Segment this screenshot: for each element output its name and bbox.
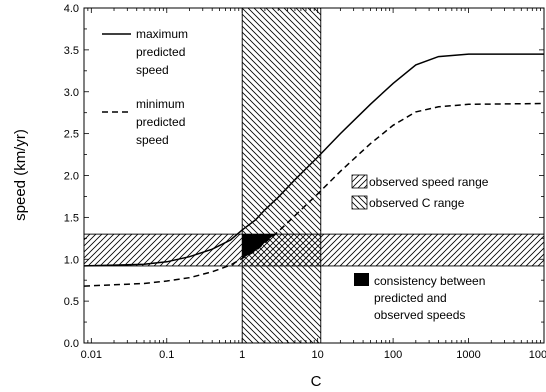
- legend-max-label-2: predicted: [136, 45, 185, 59]
- legend-max-label-3: speed: [136, 63, 169, 77]
- y-tick-label: 2.0: [64, 171, 79, 183]
- y-tick-label: 0.0: [64, 338, 79, 350]
- x-tick-label: 0.1: [159, 349, 174, 361]
- y-tick-label: 4.0: [64, 3, 79, 15]
- legend-min-label-3: speed: [136, 133, 169, 147]
- x-tick-label: 1: [239, 349, 245, 361]
- legend: maximum predicted speed minimum predicte…: [102, 27, 489, 322]
- x-tick-label: 100: [384, 349, 402, 361]
- x-tick-label: 10000: [529, 349, 546, 361]
- y-tick-label: 2.5: [64, 129, 79, 141]
- legend-min-label-1: minimum: [136, 97, 185, 111]
- y-axis-ticks: 0.0 0.5 1.0 1.5 2.0 2.5 3.0 3.5 4.0: [64, 3, 544, 350]
- y-tick-label: 3.0: [64, 87, 79, 99]
- y-tick-label: 1.0: [64, 254, 79, 266]
- y-tick-label: 3.5: [64, 45, 79, 57]
- x-tick-label: 0.01: [81, 349, 102, 361]
- max-speed-line: [84, 53, 544, 267]
- legend-c-range-label: observed C range: [369, 196, 465, 210]
- x-axis-ticks: 0.01 0.1 1 10 100 1000 10000: [81, 8, 546, 361]
- legend-c-range-swatch: [351, 195, 368, 210]
- legend-min-label-2: predicted: [136, 115, 185, 129]
- legend-max-label-1: maximum: [136, 27, 188, 41]
- min-speed-line: [84, 102, 544, 287]
- legend-consistency-swatch: [354, 273, 369, 286]
- x-tick-label: 1000: [456, 349, 480, 361]
- legend-consistency-label-2: predicted and: [374, 291, 447, 305]
- x-axis-label: C: [311, 373, 322, 390]
- observed-c-range-band: [241, 8, 322, 343]
- x-tick-label: 10: [312, 349, 324, 361]
- y-tick-label: 0.5: [64, 296, 79, 308]
- y-tick-label: 1.5: [64, 212, 79, 224]
- legend-consistency-label-3: observed speeds: [374, 308, 465, 322]
- legend-consistency-label-1: consistency between: [374, 274, 485, 288]
- legend-speed-range-label: observed speed range: [369, 175, 489, 189]
- y-axis-label: speed (km/yr): [12, 129, 29, 221]
- legend-speed-range-swatch: [351, 174, 368, 189]
